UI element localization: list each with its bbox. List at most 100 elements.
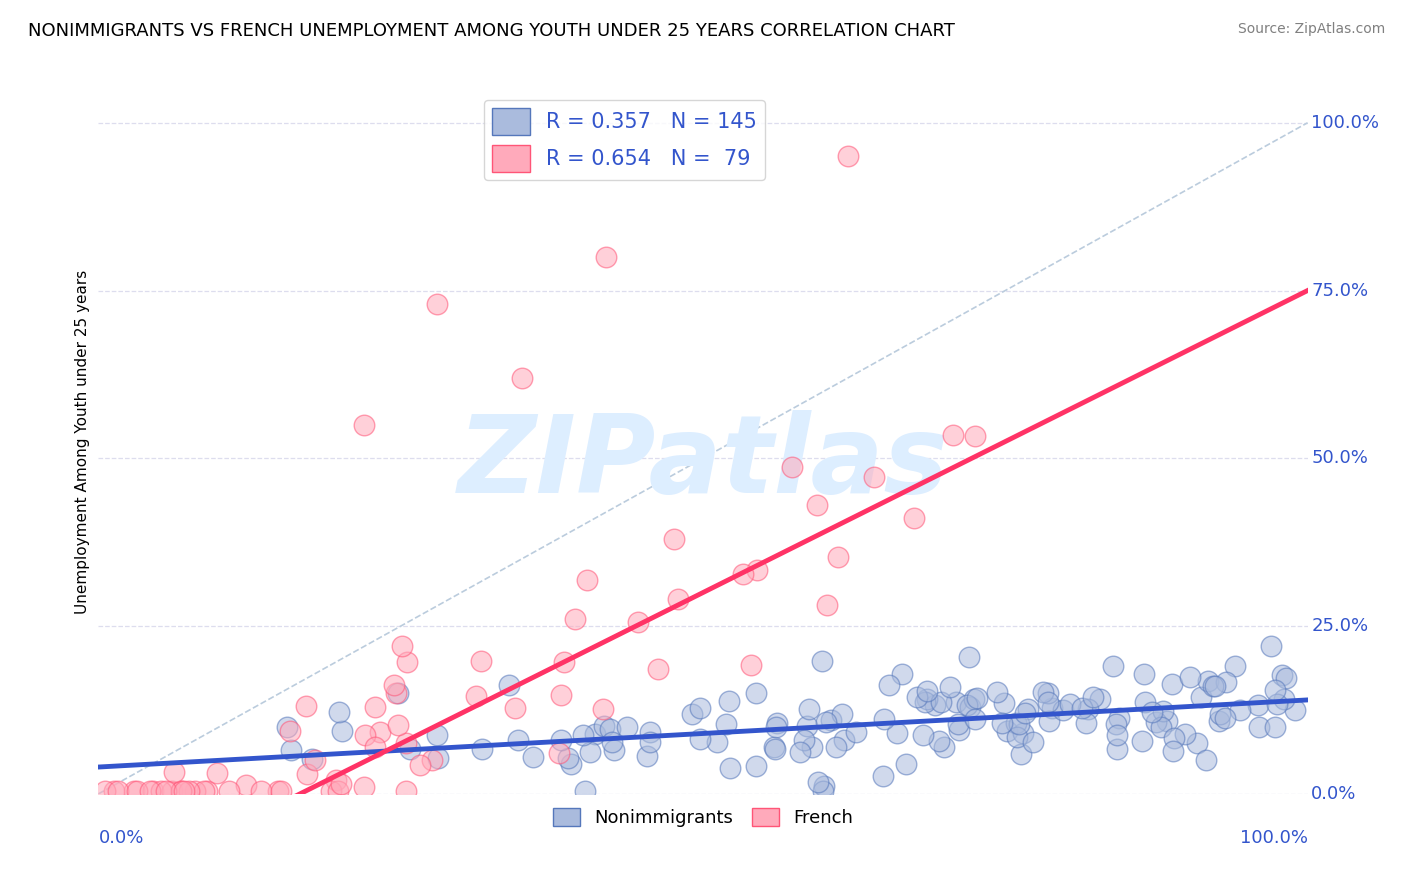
Point (1017, 702, 1039, 716)
Text: 25.0%: 25.0% (1312, 617, 1368, 635)
Text: 75.0%: 75.0% (1312, 282, 1368, 300)
Point (811, 655, 834, 669)
Point (195, 783, 218, 797)
Point (793, 732, 815, 747)
Point (1195, 753, 1218, 767)
Point (465, 690, 488, 704)
Point (807, 774, 830, 789)
Point (547, 747, 569, 761)
Point (886, 725, 908, 739)
Legend: R = 0.357   N = 145, R = 0.654   N =  79: R = 0.357 N = 145, R = 0.654 N = 79 (484, 100, 765, 180)
Point (948, 723, 970, 737)
Point (959, 700, 981, 714)
Text: NONIMMIGRANTS VS FRENCH UNEMPLOYMENT AMONG YOUTH UNDER 25 YEARS CORRELATION CHAR: NONIMMIGRANTS VS FRENCH UNEMPLOYMENT AMO… (28, 22, 955, 40)
Point (745, 759, 768, 773)
Point (364, 739, 387, 754)
Point (163, 765, 186, 780)
Point (763, 741, 786, 756)
Point (138, 783, 160, 797)
Point (398, 742, 420, 756)
Point (235, 778, 257, 792)
Point (426, 297, 449, 311)
Point (122, 783, 145, 797)
Point (894, 756, 917, 771)
Point (1271, 668, 1294, 682)
Point (395, 736, 418, 750)
Point (385, 686, 408, 700)
Point (1208, 714, 1230, 728)
Point (301, 752, 323, 766)
Point (914, 695, 936, 709)
Point (938, 680, 960, 694)
Point (550, 733, 572, 747)
Point (872, 713, 894, 727)
Point (470, 655, 492, 669)
Point (877, 678, 900, 692)
Point (832, 732, 855, 747)
Point (304, 752, 326, 766)
Point (1036, 686, 1059, 700)
Point (395, 783, 418, 797)
Point (1152, 704, 1174, 718)
Point (765, 720, 787, 734)
Point (780, 459, 803, 474)
Point (249, 783, 271, 797)
Point (789, 745, 811, 759)
Point (797, 702, 820, 716)
Point (963, 692, 986, 706)
Point (1284, 703, 1306, 717)
Point (766, 716, 789, 731)
Point (368, 725, 391, 739)
Point (1010, 747, 1032, 761)
Point (270, 783, 292, 797)
Point (689, 732, 711, 747)
Point (1247, 720, 1270, 734)
Point (564, 612, 586, 626)
Point (364, 700, 387, 714)
Point (706, 734, 728, 748)
Point (963, 712, 986, 726)
Point (717, 694, 740, 708)
Point (391, 639, 413, 653)
Text: 50.0%: 50.0% (1312, 450, 1368, 467)
Point (328, 705, 350, 719)
Point (946, 717, 969, 731)
Point (162, 783, 184, 797)
Point (1161, 744, 1184, 758)
Point (813, 779, 835, 793)
Point (911, 728, 934, 742)
Point (297, 767, 319, 781)
Point (1202, 679, 1225, 693)
Point (1180, 670, 1202, 684)
Point (1108, 711, 1130, 725)
Point (387, 686, 409, 700)
Point (762, 740, 785, 755)
Point (325, 772, 347, 787)
Point (863, 470, 886, 484)
Point (991, 716, 1014, 731)
Point (915, 692, 938, 706)
Point (522, 749, 544, 764)
Point (1213, 711, 1236, 725)
Text: 100.0%: 100.0% (1240, 830, 1308, 847)
Point (183, 783, 205, 797)
Point (170, 783, 193, 797)
Point (276, 720, 298, 734)
Point (506, 732, 529, 747)
Point (1174, 726, 1197, 740)
Point (945, 695, 967, 709)
Point (627, 615, 650, 630)
Point (1005, 730, 1028, 744)
Point (170, 783, 193, 797)
Point (280, 743, 302, 757)
Point (825, 739, 848, 754)
Point (932, 739, 955, 754)
Point (957, 649, 980, 664)
Point (600, 734, 623, 748)
Point (837, 149, 859, 163)
Point (1059, 697, 1081, 711)
Point (1163, 731, 1185, 746)
Text: Source: ZipAtlas.com: Source: ZipAtlas.com (1237, 22, 1385, 37)
Point (173, 783, 195, 797)
Point (155, 783, 177, 797)
